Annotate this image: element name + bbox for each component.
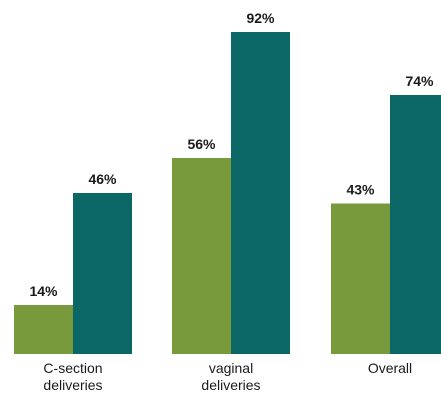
category-label-2-line-1: vaginal: [209, 360, 253, 376]
bar-1-series-1: [14, 305, 73, 354]
value-labels-group: 14% 46% 56% 92% 43% 74%: [29, 10, 434, 299]
category-label-3-line-1: Overall: [368, 360, 412, 376]
bar-3-series-1: [331, 203, 390, 354]
value-label-1-series-1: 14%: [29, 283, 58, 299]
value-label-3-series-1: 43%: [346, 182, 375, 198]
category-labels-group: C-sectiondeliveriesvaginaldeliveriesOver…: [43, 360, 412, 393]
bar-2-series-2: [231, 32, 290, 354]
value-label-1-series-2: 46%: [88, 171, 117, 187]
category-label-1-line-2: deliveries: [43, 377, 102, 393]
category-label-1-line-1: C-section: [43, 360, 102, 376]
value-label-2-series-2: 92%: [246, 10, 275, 26]
value-label-2-series-1: 56%: [187, 136, 216, 152]
bars-group: [14, 32, 441, 354]
bar-1-series-2: [73, 193, 132, 354]
value-label-3-series-2: 74%: [405, 73, 434, 89]
category-label-2-line-2: deliveries: [201, 377, 260, 393]
bar-3-series-2: [390, 95, 441, 354]
bar-2-series-1: [172, 158, 231, 354]
